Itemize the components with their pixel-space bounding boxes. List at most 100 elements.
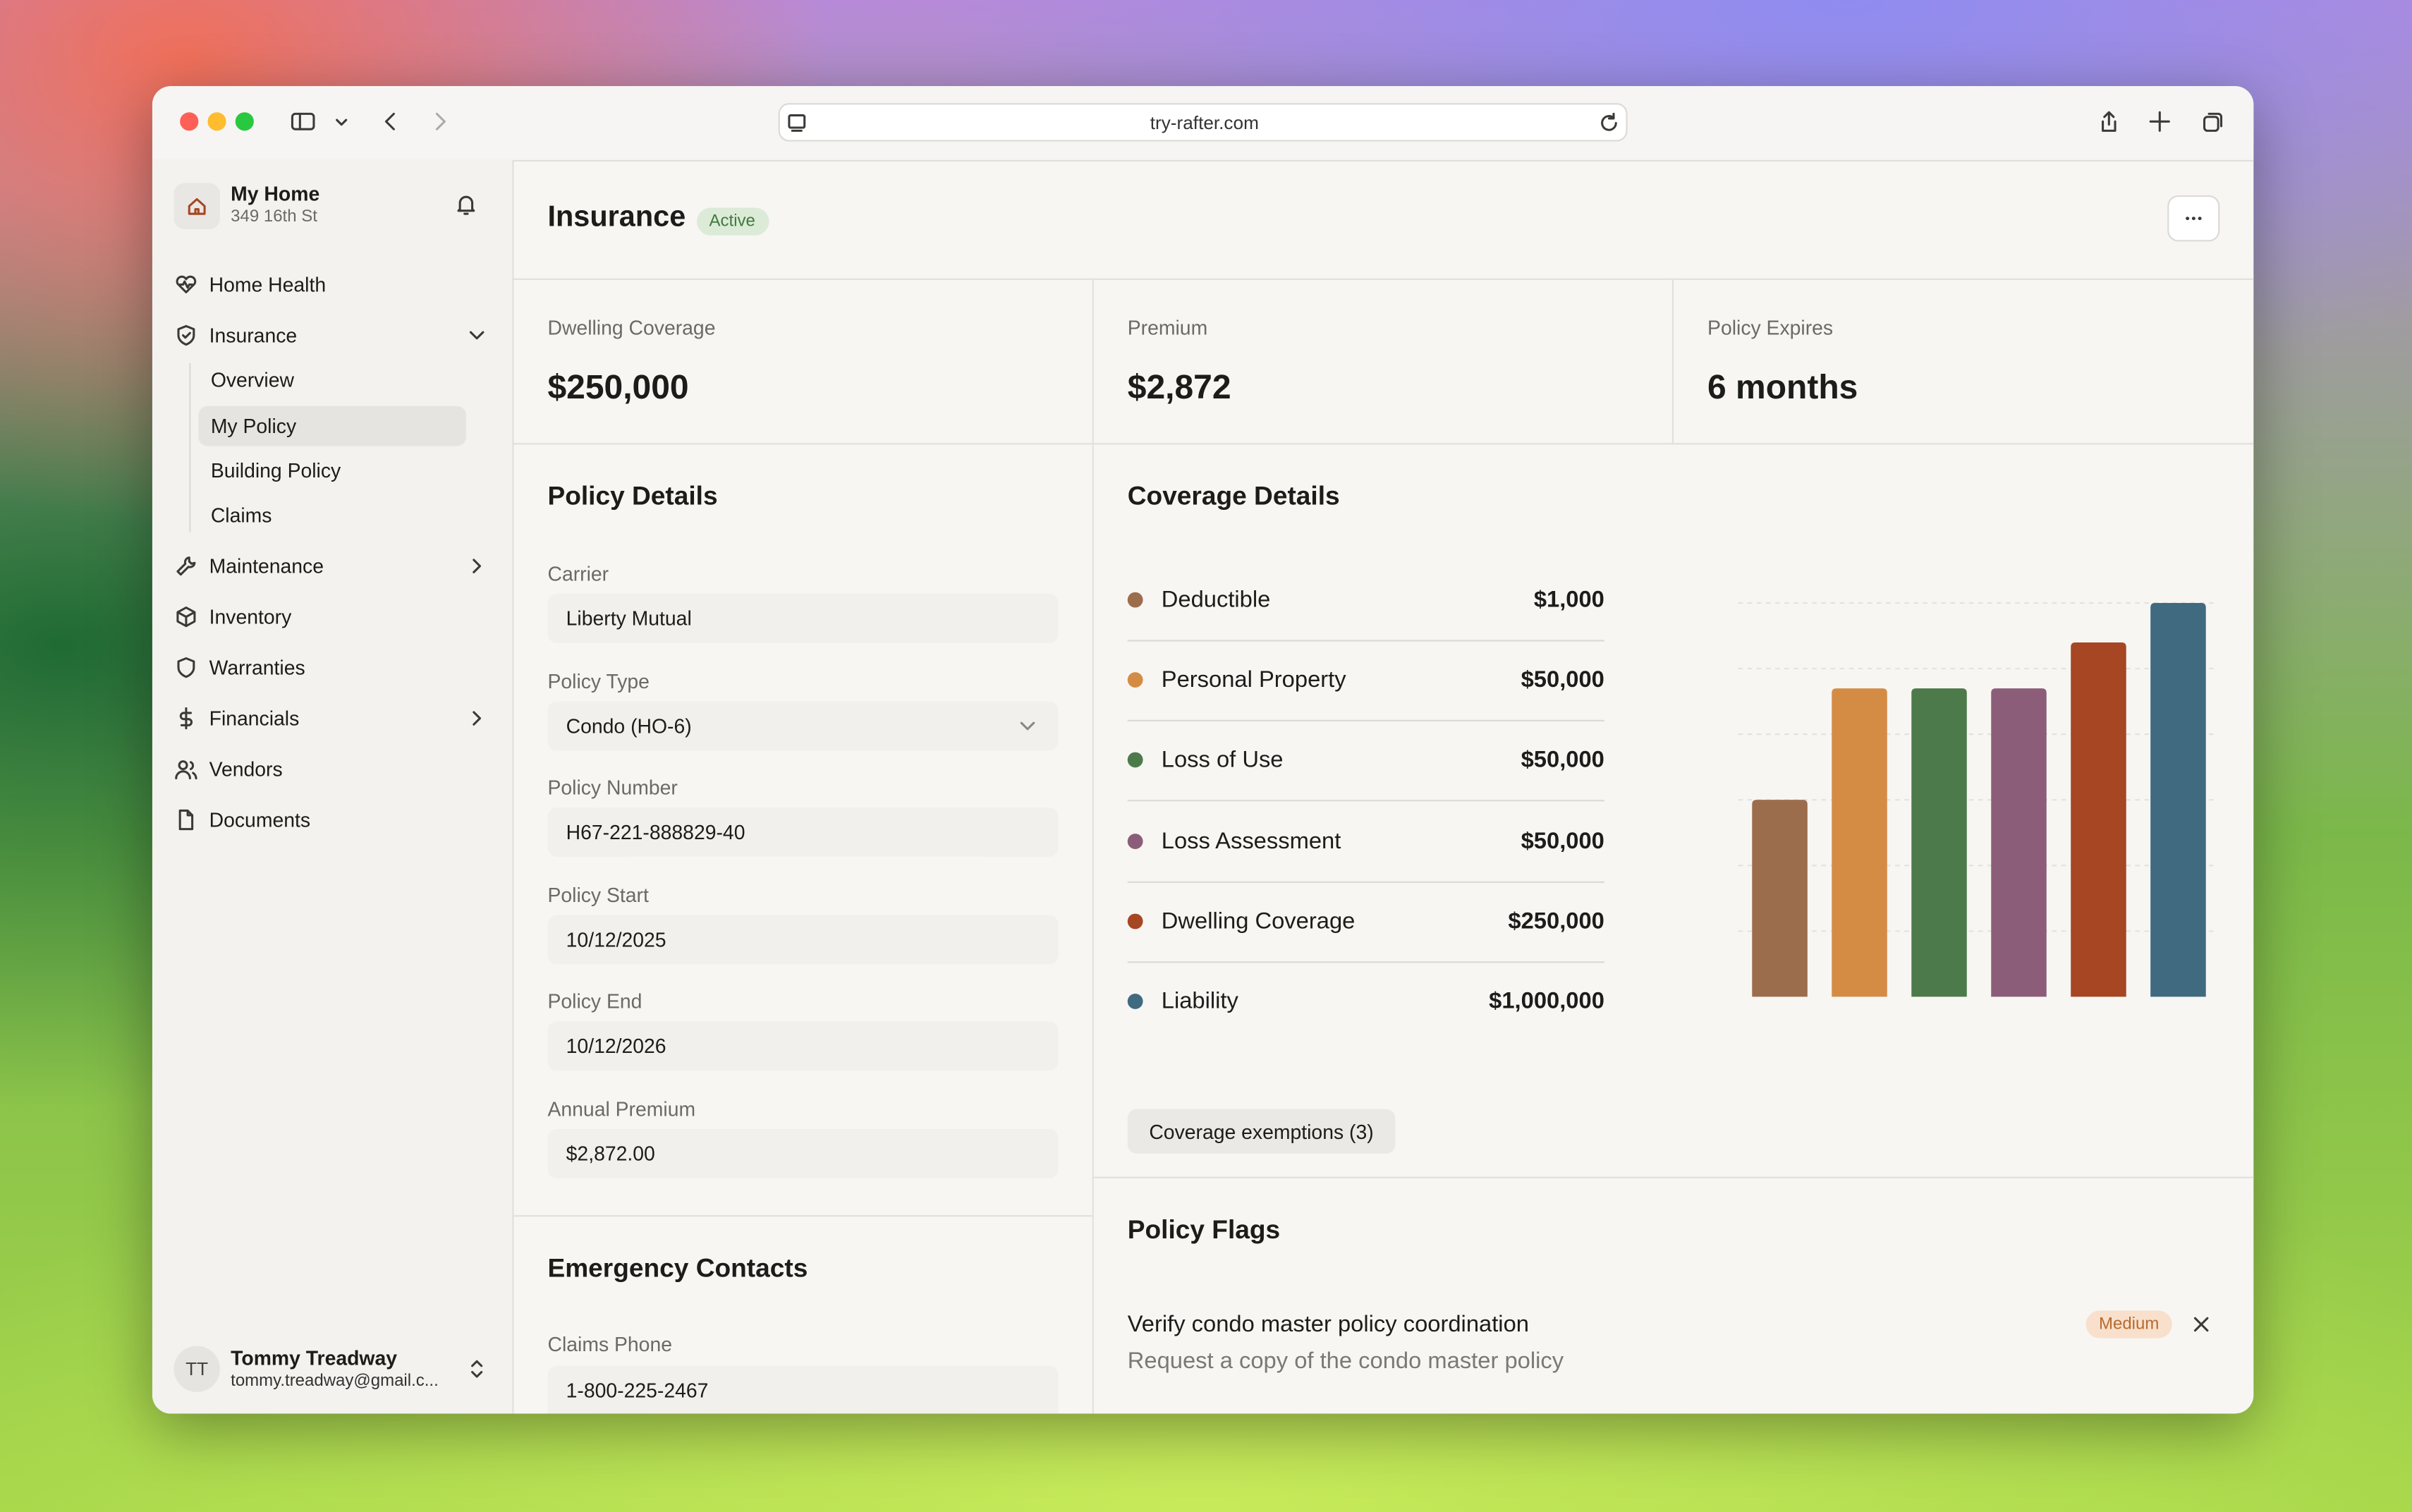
nav-icon xyxy=(175,760,197,780)
legend-dot xyxy=(1127,913,1143,929)
window-button[interactable] xyxy=(207,112,226,131)
coverage-name: Dwelling Coverage xyxy=(1161,908,1356,934)
coverage-name: Personal Property xyxy=(1161,666,1346,694)
field-input[interactable] xyxy=(547,1128,1059,1178)
column-divider xyxy=(1092,444,1094,1414)
window-button[interactable] xyxy=(180,112,199,131)
section-divider xyxy=(512,1215,1092,1217)
field-value: Liberty Mutual xyxy=(566,606,692,630)
coverage-value: $250,000 xyxy=(1508,908,1604,934)
field-input[interactable] xyxy=(547,807,1059,858)
coverage-value: $1,000,000 xyxy=(1489,988,1604,1015)
subnav-item[interactable]: My Policy xyxy=(210,414,297,438)
page-title: Insurance xyxy=(547,201,686,234)
nav-item[interactable]: Insurance xyxy=(209,324,298,347)
nav-icon xyxy=(176,556,196,576)
stat-label: Premium xyxy=(1127,316,1208,339)
field-label: Policy Number xyxy=(547,776,678,800)
row-divider xyxy=(1127,720,1604,722)
section-divider xyxy=(1092,1176,2254,1178)
new-tab-button[interactable] xyxy=(2148,109,2172,134)
user-email: tommy.treadway@gmail.c... xyxy=(231,1372,439,1391)
address-bar[interactable] xyxy=(778,103,1628,142)
coverage-value: $50,000 xyxy=(1521,747,1604,774)
field-input[interactable] xyxy=(547,700,1059,750)
flag-title: Verify condo master policy coordination xyxy=(1127,1311,1529,1338)
stat-label: Dwelling Coverage xyxy=(547,316,716,339)
user-avatar[interactable] xyxy=(173,1346,220,1392)
tabs-button[interactable] xyxy=(2201,109,2226,134)
severity-badge xyxy=(2085,1310,2172,1339)
coverage-name: Liability xyxy=(1161,988,1238,1015)
stat-divider xyxy=(1092,278,1094,445)
field-input[interactable] xyxy=(547,593,1059,643)
expand-chevron[interactable] xyxy=(465,323,489,348)
nav-item[interactable]: Documents xyxy=(209,808,311,831)
section-title: Policy Flags xyxy=(1127,1215,1281,1245)
row-divider xyxy=(1127,880,1604,883)
share-button[interactable] xyxy=(2097,109,2121,134)
nav-item[interactable]: Inventory xyxy=(209,605,292,628)
flag-description: Request a copy of the condo master polic… xyxy=(1127,1348,1564,1374)
tab-menu[interactable] xyxy=(329,109,354,134)
coverage-value: $1,000 xyxy=(1533,587,1604,614)
coverage-value: $50,000 xyxy=(1521,666,1604,694)
nav-item-selected[interactable] xyxy=(198,406,466,446)
nav-item[interactable]: Financials xyxy=(209,707,300,730)
coverage-value: $50,000 xyxy=(1521,827,1604,854)
back-button[interactable] xyxy=(379,109,403,134)
header-divider xyxy=(512,278,2254,280)
field-value: 10/12/2026 xyxy=(566,1035,666,1059)
expand-chevron[interactable] xyxy=(465,554,489,578)
field-input[interactable] xyxy=(547,1365,1059,1414)
stats-divider xyxy=(512,443,2254,445)
nav-item[interactable]: Vendors xyxy=(209,757,283,781)
legend-dot xyxy=(1127,592,1143,608)
field-value: $2,872.00 xyxy=(566,1142,655,1166)
dismiss-button[interactable] xyxy=(2189,1312,2214,1336)
section-title: Coverage Details xyxy=(1127,481,1340,511)
stat-value: $2,872 xyxy=(1127,367,1231,406)
coverage-name: Deductible xyxy=(1161,587,1271,614)
stat-label: Policy Expires xyxy=(1707,316,1834,339)
sidebar-toggle[interactable] xyxy=(291,109,315,134)
exemptions-button[interactable] xyxy=(1127,1109,1396,1154)
stat-value: $250,000 xyxy=(547,367,689,406)
legend-dot xyxy=(1127,994,1143,1009)
account-menu-button[interactable] xyxy=(465,1357,489,1382)
forward-button[interactable] xyxy=(427,109,452,134)
nav-icon xyxy=(176,606,196,628)
field-value: H67-221-888829-40 xyxy=(566,821,745,844)
row-divider xyxy=(1127,640,1604,642)
field-label: Policy End xyxy=(547,990,642,1014)
home-icon xyxy=(188,197,206,215)
site-icon xyxy=(788,114,806,132)
nav-icon xyxy=(178,809,194,831)
reload-button[interactable] xyxy=(1597,111,1621,135)
field-value: 10/12/2025 xyxy=(566,927,666,951)
legend-dot xyxy=(1127,752,1143,769)
subnav-item[interactable]: Claims xyxy=(210,504,272,528)
status-badge xyxy=(697,207,769,236)
expand-chevron[interactable] xyxy=(465,706,489,731)
nav-item[interactable]: Maintenance xyxy=(209,554,324,578)
subnav-rail xyxy=(189,362,191,532)
severity-text: Medium xyxy=(2099,1315,2160,1334)
exemptions-text: Coverage exemptions (3) xyxy=(1149,1120,1374,1144)
nav-icon xyxy=(176,275,197,293)
nav-icon xyxy=(177,324,195,346)
sidebar xyxy=(152,159,514,1414)
nav-item[interactable]: Home Health xyxy=(209,273,327,296)
subnav-item[interactable]: Overview xyxy=(210,368,295,392)
field-input[interactable] xyxy=(547,915,1059,965)
row-divider xyxy=(1127,800,1604,803)
window-button[interactable] xyxy=(235,112,254,131)
field-label: Claims Phone xyxy=(547,1332,673,1356)
select-chevron xyxy=(1020,721,1035,730)
home-icon-box[interactable] xyxy=(173,183,220,229)
nav-item[interactable]: Warranties xyxy=(209,656,305,679)
field-input[interactable] xyxy=(547,1022,1059,1071)
subnav-item[interactable]: Building Policy xyxy=(210,459,341,482)
section-title: Emergency Contacts xyxy=(547,1253,808,1284)
notifications-button[interactable] xyxy=(453,193,478,217)
